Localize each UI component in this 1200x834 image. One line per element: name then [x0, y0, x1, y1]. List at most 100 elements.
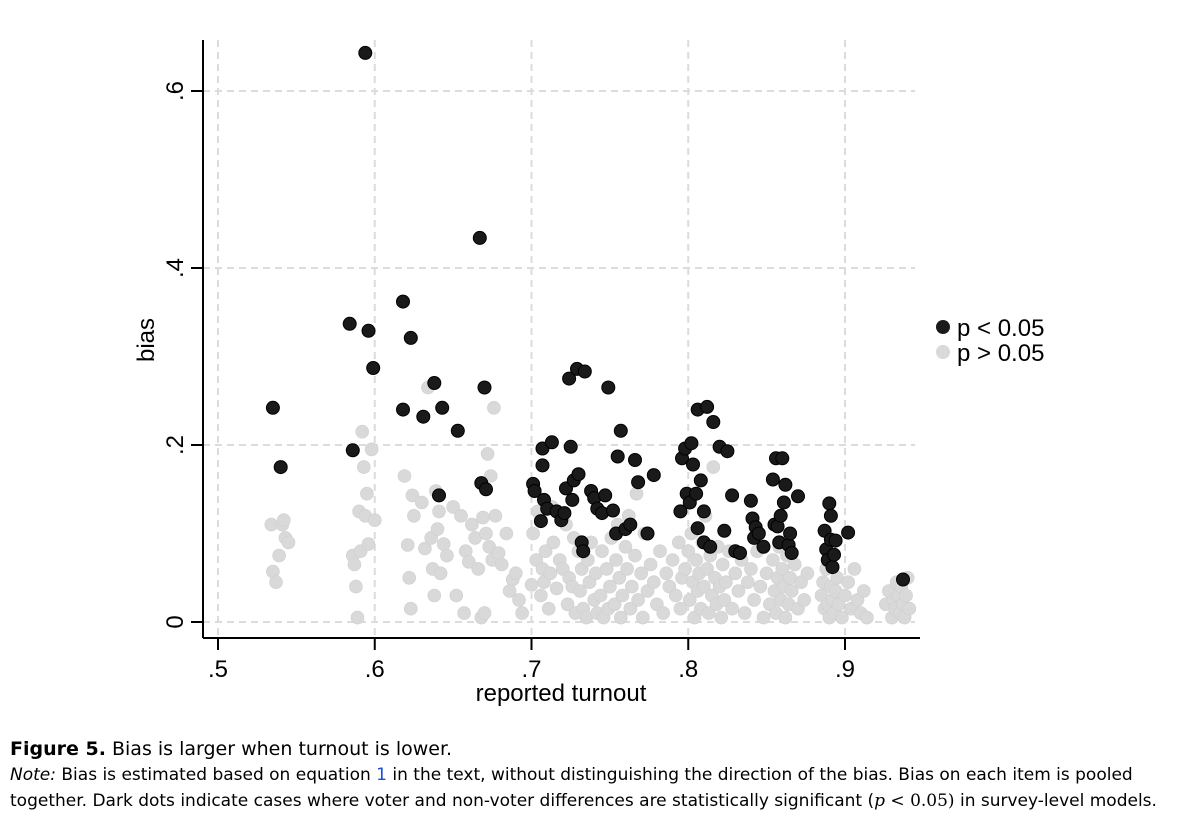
data-point-significant	[717, 523, 732, 538]
data-point-nonsignificant	[797, 593, 812, 607]
legend: p < 0.05 p > 0.05	[936, 315, 1044, 367]
data-point-nonsignificant	[361, 537, 376, 551]
data-point-nonsignificant	[538, 544, 553, 559]
x-axis-title: reported turnout	[476, 680, 647, 707]
data-point-nonsignificant	[269, 575, 283, 590]
data-point-nonsignificant	[494, 557, 509, 572]
caption-title: Figure 5. Bias is larger when turnout is…	[10, 736, 1190, 762]
data-point-significant	[765, 472, 780, 487]
data-point-significant	[366, 361, 381, 375]
data-point-nonsignificant	[436, 537, 451, 551]
data-point-nonsignificant	[700, 562, 714, 576]
x-tick-label: .6	[365, 656, 385, 683]
data-point-nonsignificant	[646, 575, 661, 590]
equation-reference-link[interactable]: 1	[376, 765, 387, 785]
data-point-nonsignificant	[418, 541, 432, 556]
data-point-significant	[725, 488, 740, 503]
data-point-nonsignificant	[483, 469, 498, 483]
data-point-nonsignificant	[671, 535, 686, 550]
data-point-nonsignificant	[440, 548, 454, 563]
data-point-nonsignificant	[449, 588, 464, 603]
data-point-significant	[601, 380, 616, 395]
x-ticks: .5 .6 .7 .8 .9	[208, 638, 855, 683]
data-point-significant	[562, 371, 577, 386]
data-point-nonsignificant	[728, 566, 743, 581]
data-point-nonsignificant	[665, 553, 680, 567]
note-text-part1: Bias is estimated based on equation	[61, 765, 377, 785]
y-tick-label: 0	[162, 615, 189, 628]
data-point-nonsignificant	[349, 579, 363, 594]
data-point-nonsignificant	[860, 610, 874, 625]
data-point-nonsignificant	[403, 601, 418, 616]
data-point-nonsignificant	[534, 588, 548, 603]
data-point-nonsignificant	[400, 538, 415, 552]
data-point-nonsignificant	[620, 562, 634, 576]
data-points	[264, 45, 917, 625]
data-point-nonsignificant	[491, 546, 506, 560]
data-point-significant	[841, 525, 856, 540]
data-point-nonsignificant	[488, 508, 503, 523]
data-point-nonsignificant	[356, 460, 371, 474]
data-point-significant	[828, 533, 843, 548]
data-point-nonsignificant	[618, 539, 633, 554]
data-point-nonsignificant	[697, 579, 711, 594]
data-point-nonsignificant	[272, 548, 286, 563]
data-point-nonsignificant	[276, 513, 291, 528]
data-point-significant	[396, 402, 410, 417]
data-point-nonsignificant	[549, 581, 564, 596]
data-point-nonsignificant	[856, 584, 871, 598]
data-point-significant	[733, 546, 747, 560]
data-point-nonsignificant	[433, 566, 448, 581]
x-tick-label: .9	[835, 656, 855, 683]
data-point-nonsignificant	[673, 601, 688, 616]
data-point-significant	[776, 495, 791, 510]
data-point-nonsignificant	[457, 606, 471, 620]
data-point-significant	[700, 399, 715, 414]
data-point-nonsignificant	[499, 526, 514, 541]
data-point-significant	[696, 504, 711, 519]
legend-label-significant: p < 0.05	[957, 315, 1044, 342]
data-point-significant	[403, 330, 418, 345]
data-point-nonsignificant	[656, 606, 671, 620]
data-point-nonsignificant	[454, 508, 468, 523]
data-point-significant	[686, 457, 700, 472]
data-point-significant	[432, 488, 446, 503]
data-point-nonsignificant	[689, 553, 703, 567]
data-point-nonsignificant	[603, 579, 617, 594]
data-point-nonsignificant	[623, 601, 638, 616]
data-point-nonsignificant	[753, 579, 768, 594]
legend-marker-significant	[936, 320, 950, 334]
x-tick-label: .7	[521, 656, 541, 683]
data-point-nonsignificant	[659, 566, 674, 581]
data-point-nonsignificant	[706, 460, 721, 474]
data-point-nonsignificant	[364, 442, 379, 457]
data-point-significant	[743, 493, 758, 508]
data-point-significant	[544, 435, 559, 450]
data-point-nonsignificant	[355, 424, 370, 439]
data-point-nonsignificant	[715, 557, 730, 572]
data-point-significant	[472, 230, 487, 245]
data-point-nonsignificant	[430, 522, 445, 536]
figure-title: Bias is larger when turnout is lower.	[111, 738, 453, 760]
data-point-nonsignificant	[461, 554, 476, 569]
data-point-nonsignificant	[465, 517, 479, 532]
data-point-nonsignificant	[471, 562, 486, 576]
data-point-significant	[693, 473, 708, 488]
data-point-significant	[791, 489, 805, 504]
grid-lines	[203, 40, 915, 638]
data-point-nonsignificant	[281, 535, 296, 550]
data-point-significant	[435, 400, 450, 415]
data-point-nonsignificant	[560, 597, 575, 612]
data-point-nonsignificant	[480, 447, 495, 461]
data-point-significant	[273, 460, 288, 475]
data-point-nonsignificant	[737, 606, 752, 620]
data-point-nonsignificant	[701, 606, 716, 620]
data-point-nonsignificant	[479, 526, 493, 541]
y-axis-title: bias	[133, 318, 160, 362]
data-point-nonsignificant	[847, 562, 862, 576]
figure-label: Figure 5.	[10, 738, 106, 760]
data-point-nonsignificant	[512, 593, 526, 607]
data-point-nonsignificant	[740, 575, 755, 590]
data-point-significant	[427, 376, 442, 390]
data-point-nonsignificant	[719, 575, 733, 590]
